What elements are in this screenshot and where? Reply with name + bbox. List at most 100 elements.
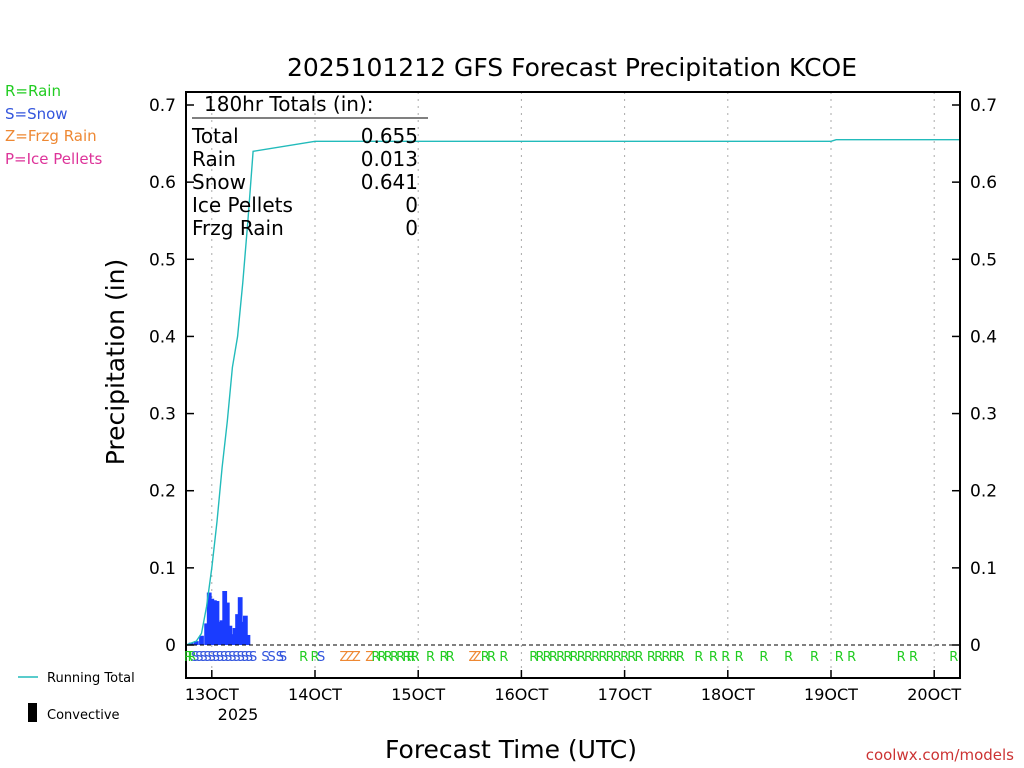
precip-bar-12 bbox=[227, 625, 233, 645]
precip-bar-15 bbox=[235, 614, 240, 645]
precip-type-marker-44: R bbox=[529, 650, 538, 665]
gridlines bbox=[211, 92, 935, 678]
precip-bar-10 bbox=[222, 591, 228, 645]
convective-legend-label: Convective bbox=[47, 708, 120, 723]
precip-bar-8 bbox=[217, 621, 222, 645]
precip-type-legend: R=Rain S=Snow Z=Frzg Rain P=Ice Pellets bbox=[5, 82, 102, 168]
precip-type-marker-76: R bbox=[949, 650, 958, 665]
precip-type-marker-22: R bbox=[310, 650, 319, 665]
precip-bar-19 bbox=[245, 634, 251, 645]
precip-type-marker-19: S bbox=[276, 650, 284, 665]
totals-value-frzg-rain: 0 bbox=[405, 216, 418, 240]
precip-bar-5 bbox=[209, 598, 215, 645]
precip-type-marker-47: R bbox=[549, 650, 558, 665]
precip-type-marker-36: R bbox=[426, 650, 435, 665]
precip-bar-0 bbox=[188, 642, 194, 645]
precip-bar-3 bbox=[204, 623, 210, 645]
y-tick-label-left-5: 0.5 bbox=[149, 250, 176, 270]
precip-type-marker-45: R bbox=[535, 650, 544, 665]
x-tick-label-0: 13OCT bbox=[185, 685, 239, 704]
y-tick-label-right-1: 0.1 bbox=[970, 559, 997, 579]
precip-type-marker-58: R bbox=[627, 650, 636, 665]
precip-bar-14 bbox=[232, 628, 238, 645]
precip-type-marker-62: R bbox=[661, 650, 670, 665]
precip-bar-11 bbox=[224, 602, 230, 645]
precip-type-marker-55: R bbox=[606, 650, 615, 665]
precip-type-marker-17: S bbox=[261, 650, 269, 665]
precip-type-marker-42: R bbox=[487, 650, 496, 665]
precip-bar-17 bbox=[240, 621, 246, 645]
y-tick-label-right-2: 0.2 bbox=[970, 482, 997, 502]
y-tick-label-left-0: 0 bbox=[165, 636, 176, 656]
precip-type-marker-31: R bbox=[390, 650, 399, 665]
plot-frame bbox=[185, 91, 961, 679]
precip-type-marker-46: R bbox=[543, 650, 552, 665]
totals-label-total: Total bbox=[191, 124, 239, 148]
y-tick-label-left-3: 0.3 bbox=[149, 405, 176, 425]
precip-type-marker-60: R bbox=[647, 650, 656, 665]
precip-type-marker-16: S bbox=[249, 650, 257, 665]
precip-type-marker-75: R bbox=[909, 650, 918, 665]
precip-type-marker-23: S bbox=[317, 650, 325, 665]
precip-type-marker-32: R bbox=[396, 650, 405, 665]
precip-type-marker-61: R bbox=[654, 650, 663, 665]
precip-bar-4 bbox=[206, 592, 212, 645]
precip-type-marker-68: R bbox=[735, 650, 744, 665]
y-tick-label-left-6: 0.6 bbox=[149, 173, 176, 193]
precip-bars bbox=[188, 591, 251, 645]
precip-type-marker-6: S bbox=[208, 650, 216, 665]
precip-type-marker-53: R bbox=[591, 650, 600, 665]
precip-type-marker-72: R bbox=[835, 650, 844, 665]
precip-type-marker-38: R bbox=[446, 650, 455, 665]
series-legend: Running Total Convective bbox=[18, 671, 135, 723]
precip-type-marker-15: S bbox=[245, 650, 253, 665]
precip-type-marker-4: S bbox=[199, 650, 207, 665]
x-axis: 13OCT 14OCT 15OCT 16OCT 17OCT 18OCT 19OCT 20OCT bbox=[185, 670, 961, 704]
precip-type-marker-18: S bbox=[268, 650, 276, 665]
precip-type-marker-54: R bbox=[598, 650, 607, 665]
precip-type-marker-11: S bbox=[228, 650, 236, 665]
precip-type-marker-21: R bbox=[299, 650, 308, 665]
precip-type-marker-63: R bbox=[669, 650, 678, 665]
precip-type-marker-9: S bbox=[220, 650, 228, 665]
precip-type-marker-70: R bbox=[784, 650, 793, 665]
precip-type-marker-3: S bbox=[195, 650, 203, 665]
x-tick-label-1: 14OCT bbox=[288, 685, 342, 704]
precip-bar-18 bbox=[242, 615, 248, 645]
legend-snow: S=Snow bbox=[5, 105, 68, 123]
y-tick-label-left-4: 0.4 bbox=[149, 327, 176, 347]
precip-type-marker-33: R bbox=[402, 650, 411, 665]
precip-type-marker-1: R bbox=[188, 650, 197, 665]
precip-type-marker-34: R bbox=[406, 650, 415, 665]
precip-type-marker-30: R bbox=[384, 650, 393, 665]
precip-type-marker-49: R bbox=[563, 650, 572, 665]
precip-bar-1 bbox=[193, 641, 199, 645]
totals-label-snow: Snow bbox=[192, 170, 246, 194]
precip-type-marker-64: R bbox=[676, 650, 685, 665]
precip-bar-6 bbox=[211, 600, 217, 645]
x-tick-label-4: 17OCT bbox=[598, 685, 652, 704]
precip-bar-9 bbox=[219, 620, 225, 645]
x-tick-label-5: 18OCT bbox=[701, 685, 755, 704]
precip-type-marker-69: R bbox=[759, 650, 768, 665]
y-tick-label-right-0: 0 bbox=[970, 636, 981, 656]
totals-value-rain: 0.013 bbox=[361, 147, 418, 171]
precip-type-marker-41: R bbox=[481, 650, 490, 665]
convective-legend-swatch bbox=[28, 703, 37, 722]
y-tick-label-left-1: 0.1 bbox=[149, 559, 176, 579]
x-tick-label-7: 20OCT bbox=[907, 685, 961, 704]
legend-ice-pellets: P=Ice Pellets bbox=[5, 150, 102, 168]
precip-type-marker-59: R bbox=[635, 650, 644, 665]
precip-type-marker-35: R bbox=[411, 650, 420, 665]
precip-type-marker-25: Z bbox=[346, 650, 355, 665]
totals-header: 180hr Totals (in): bbox=[204, 92, 374, 116]
precip-type-marker-28: R bbox=[371, 650, 380, 665]
x-tick-label-3: 16OCT bbox=[494, 685, 548, 704]
precip-type-marker-8: S bbox=[216, 650, 224, 665]
running-total-legend-label: Running Total bbox=[47, 671, 135, 686]
precip-bar-2 bbox=[199, 635, 204, 645]
precip-type-marker-37: R bbox=[439, 650, 448, 665]
precip-type-marker-7: S bbox=[212, 650, 220, 665]
y-tick-label-right-4: 0.4 bbox=[970, 327, 997, 347]
